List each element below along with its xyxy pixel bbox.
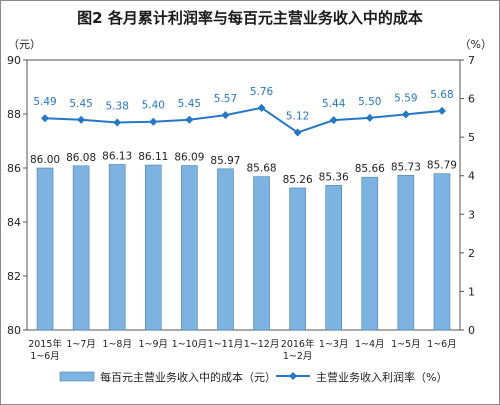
bar-value-label: 86.08 bbox=[66, 152, 96, 164]
right-tick-label: 1 bbox=[468, 285, 475, 298]
profit-rate-line bbox=[44, 106, 443, 134]
bar bbox=[433, 173, 451, 331]
line-value-label: 5.68 bbox=[430, 89, 453, 101]
right-tick-label: 3 bbox=[468, 208, 475, 221]
right-tick-label: 4 bbox=[468, 170, 475, 183]
line-value-label: 5.38 bbox=[106, 100, 129, 112]
line-point bbox=[41, 114, 50, 123]
line-point bbox=[329, 116, 338, 125]
category-label: 2015年 bbox=[28, 338, 62, 350]
bar-value-label: 85.79 bbox=[427, 160, 457, 172]
right-axis-unit: （%） bbox=[460, 38, 492, 51]
bar bbox=[289, 187, 306, 331]
line-point bbox=[221, 111, 230, 120]
right-tick-label: 5 bbox=[468, 131, 475, 144]
line-value-label: 5.12 bbox=[286, 111, 309, 123]
bar bbox=[36, 167, 54, 331]
legend-line-label: 主营业务收入利润率（%） bbox=[316, 370, 447, 384]
line-point bbox=[185, 115, 194, 124]
bar-value-label: 85.66 bbox=[355, 163, 385, 175]
left-tick-label: 90 bbox=[7, 54, 21, 67]
bar bbox=[144, 164, 162, 331]
line-value-label: 5.44 bbox=[322, 98, 346, 110]
right-tick-label: 2 bbox=[468, 247, 475, 260]
category-label: 1~8月 bbox=[102, 339, 132, 350]
category-label: 1~4月 bbox=[355, 339, 385, 350]
bar bbox=[181, 165, 198, 331]
line-point bbox=[149, 117, 158, 126]
line-value-label: 5.76 bbox=[250, 86, 274, 98]
line-value-label: 5.57 bbox=[214, 93, 237, 105]
category-label: 1~3月 bbox=[319, 339, 349, 350]
category-label: 1~10月 bbox=[172, 339, 208, 350]
bar-value-label: 85.68 bbox=[247, 163, 277, 175]
line-value-label: 5.49 bbox=[33, 96, 56, 108]
right-tick-label: 0 bbox=[468, 324, 475, 337]
category-label: 1~2月 bbox=[283, 351, 313, 362]
right-tick-label: 7 bbox=[468, 54, 475, 67]
bar-value-label: 86.11 bbox=[138, 151, 168, 163]
category-label: 1~9月 bbox=[139, 339, 169, 350]
line-point bbox=[293, 128, 302, 137]
bar-value-label: 85.26 bbox=[283, 174, 313, 186]
bar-value-label: 85.97 bbox=[210, 155, 240, 167]
bar bbox=[253, 176, 270, 331]
left-tick-label: 86 bbox=[7, 162, 21, 175]
left-tick-label: 88 bbox=[7, 108, 21, 121]
legend-line-marker bbox=[289, 372, 297, 380]
line-value-label: 5.45 bbox=[178, 98, 201, 110]
category-label: 1~5月 bbox=[391, 339, 421, 350]
category-label: 1~12月 bbox=[244, 339, 280, 350]
bar-value-label: 85.73 bbox=[391, 161, 421, 173]
line-point bbox=[257, 103, 266, 112]
chart-title: 图2 各月累计利润率与每百元主营业务收入中的成本 bbox=[77, 9, 423, 27]
line-point bbox=[77, 115, 86, 124]
line-point bbox=[437, 106, 446, 115]
bar-value-label: 86.13 bbox=[102, 150, 132, 162]
bar-value-label: 86.00 bbox=[30, 154, 60, 166]
category-label: 1~6月 bbox=[30, 351, 60, 362]
category-label: 1~7月 bbox=[66, 339, 96, 350]
bar bbox=[397, 174, 415, 331]
bar bbox=[108, 164, 126, 331]
left-tick-label: 82 bbox=[7, 270, 21, 283]
line-value-label: 5.40 bbox=[142, 100, 165, 112]
plot-area bbox=[26, 59, 461, 331]
bar-value-label: 85.36 bbox=[319, 171, 349, 183]
line-value-label: 5.45 bbox=[69, 98, 92, 110]
bar bbox=[72, 165, 90, 331]
bar bbox=[361, 176, 379, 331]
category-label: 1~11月 bbox=[208, 339, 244, 350]
right-tick-label: 6 bbox=[468, 93, 475, 106]
bar bbox=[217, 168, 234, 331]
legend-bar-swatch bbox=[59, 371, 95, 382]
line-point bbox=[365, 113, 374, 122]
category-label: 1~6月 bbox=[427, 339, 457, 350]
bar-value-label: 86.09 bbox=[174, 152, 204, 164]
line-point bbox=[113, 118, 122, 127]
line-value-label: 5.50 bbox=[358, 96, 381, 108]
category-label: 2016年 bbox=[281, 338, 315, 350]
left-tick-label: 80 bbox=[7, 324, 21, 337]
left-axis-unit: （元） bbox=[8, 38, 41, 51]
bar bbox=[325, 184, 343, 331]
legend-bar-label: 每百元主营业务收入中的成本（元） bbox=[100, 370, 276, 384]
left-tick-label: 84 bbox=[7, 216, 21, 229]
line-point bbox=[401, 110, 410, 119]
line-value-label: 5.59 bbox=[394, 92, 417, 104]
